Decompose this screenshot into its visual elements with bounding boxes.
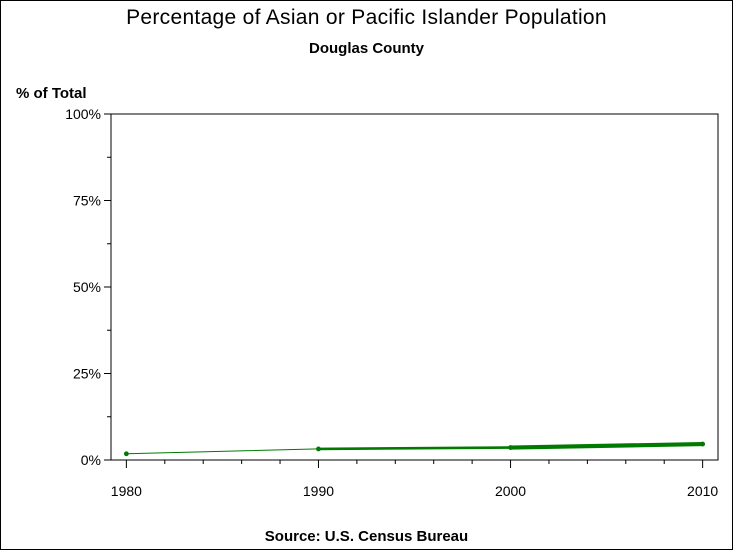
y-axis-label: % of Total	[16, 85, 87, 102]
chart-title: Percentage of Asian or Pacific Islander …	[126, 6, 607, 29]
source-note: Source: U.S. Census Bureau	[264, 528, 469, 545]
x-tick-label: 1990	[303, 483, 334, 499]
data-point	[123, 451, 129, 457]
y-tick-label: 75%	[73, 193, 101, 209]
data-point	[508, 445, 513, 450]
series-line-segment	[125, 448, 319, 455]
plot-area	[110, 113, 719, 461]
data-point	[316, 446, 321, 452]
x-tick-label: 1980	[111, 483, 142, 499]
y-tick-label: 0%	[81, 452, 101, 468]
y-tick-label: 100%	[65, 106, 101, 122]
data-point	[700, 441, 706, 447]
y-tick-label: 25%	[73, 366, 101, 382]
x-tick-label: 2010	[687, 483, 718, 499]
x-tick-label: 2000	[495, 483, 526, 499]
series-line-segment	[508, 441, 705, 450]
y-tick-label: 50%	[73, 279, 101, 295]
series-line-segment	[317, 446, 512, 451]
chart-subtitle: Douglas County	[309, 40, 424, 57]
